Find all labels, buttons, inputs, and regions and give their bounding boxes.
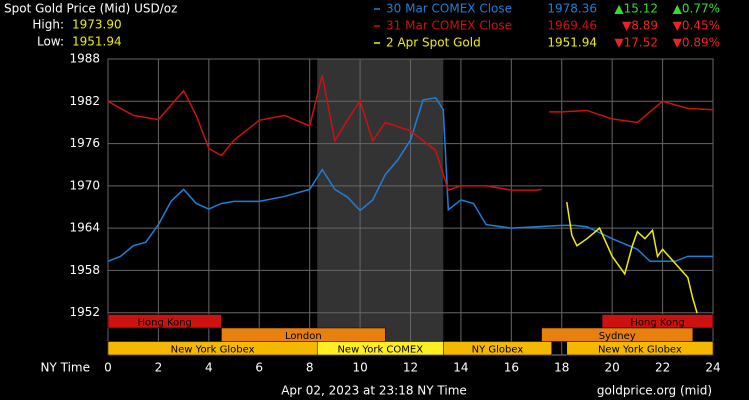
low-value: 1951.94 bbox=[72, 35, 122, 49]
x-tick-label: 10 bbox=[352, 361, 367, 375]
legend-change-pct: ▼0.45% bbox=[673, 19, 720, 33]
legend-change: ▼17.52 bbox=[614, 36, 658, 50]
x-tick-label: 14 bbox=[453, 361, 468, 375]
source: goldprice.org (mid) bbox=[597, 384, 712, 398]
x-tick-label: 12 bbox=[403, 361, 418, 375]
x-tick-label: 2 bbox=[155, 361, 163, 375]
y-tick-label: 1964 bbox=[69, 221, 100, 235]
x-tick-label: 18 bbox=[554, 361, 569, 375]
x-axis-label: NY Time bbox=[41, 361, 91, 375]
low-label: Low: bbox=[37, 35, 64, 49]
session-label: New York Globex bbox=[598, 344, 682, 355]
x-tick-label: 8 bbox=[306, 361, 314, 375]
y-tick-label: 1988 bbox=[69, 52, 100, 66]
y-tick-label: 1952 bbox=[69, 305, 100, 319]
legend-last: 1978.36 bbox=[547, 2, 597, 16]
chart-title: Spot Gold Price (Mid) USD/oz bbox=[4, 2, 177, 16]
legend-name: 2 Apr Spot Gold bbox=[386, 36, 481, 50]
series-line bbox=[107, 75, 714, 192]
legend-name: 31 Mar COMEX Close bbox=[386, 19, 512, 33]
legend-change: ▼8.89 bbox=[622, 19, 658, 33]
high-value: 1973.90 bbox=[72, 18, 122, 32]
session-label: Hong Kong bbox=[630, 317, 684, 328]
x-tick-label: 22 bbox=[655, 361, 670, 375]
session-bar bbox=[443, 341, 552, 356]
session-bar bbox=[566, 341, 714, 356]
comex-shade bbox=[317, 59, 444, 355]
session-label: New York Globex bbox=[171, 344, 255, 355]
x-tick-label: 0 bbox=[104, 361, 112, 375]
x-tick-label: 24 bbox=[705, 361, 720, 375]
x-tick-label: 4 bbox=[205, 361, 213, 375]
session-label: New York COMEX bbox=[337, 344, 423, 355]
session-label: Sydney bbox=[599, 331, 636, 342]
x-tick-label: 6 bbox=[255, 361, 263, 375]
legend-change-pct: ▼0.89% bbox=[673, 36, 720, 50]
legend-last: 1969.46 bbox=[547, 19, 597, 33]
legend-change-pct: ▲0.77% bbox=[673, 2, 720, 16]
series-line bbox=[566, 201, 698, 314]
session-label: NY Globex bbox=[472, 344, 524, 355]
y-tick-label: 1970 bbox=[69, 178, 100, 192]
legend-last: 1951.94 bbox=[547, 36, 597, 50]
high-label: High: bbox=[32, 18, 64, 32]
legend-name: 30 Mar COMEX Close bbox=[386, 2, 512, 16]
legend-change: ▲15.12 bbox=[614, 2, 658, 16]
y-tick-label: 1982 bbox=[69, 94, 100, 108]
session-label: Hong Kong bbox=[138, 317, 192, 328]
x-tick-label: 20 bbox=[605, 361, 620, 375]
footer: Apr 02, 2023 at 23:18 NY Time bbox=[281, 384, 467, 398]
y-tick-label: 1958 bbox=[69, 263, 100, 277]
session-label: London bbox=[285, 331, 322, 342]
y-tick-label: 1976 bbox=[69, 136, 100, 150]
x-tick-label: 16 bbox=[504, 361, 519, 375]
session-bar bbox=[107, 314, 222, 329]
